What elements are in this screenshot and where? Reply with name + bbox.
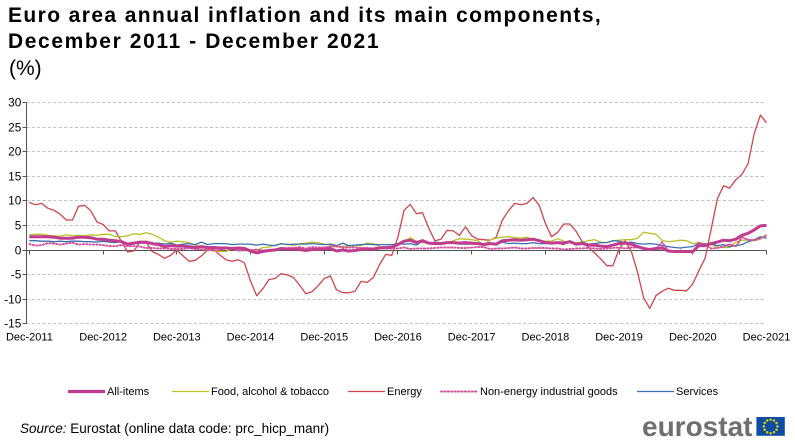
svg-text:0: 0: [15, 244, 22, 258]
svg-text:Dec-2012: Dec-2012: [79, 332, 127, 344]
svg-text:Services: Services: [676, 386, 719, 398]
svg-text:Dec-2014: Dec-2014: [227, 332, 275, 344]
svg-text:Food, alcohol & tobacco: Food, alcohol & tobacco: [211, 386, 329, 398]
svg-text:-5: -5: [11, 268, 22, 282]
svg-text:Dec-2020: Dec-2020: [669, 332, 717, 344]
svg-text:Dec-2018: Dec-2018: [522, 332, 570, 344]
svg-text:20: 20: [8, 145, 22, 159]
svg-text:Dec-2011: Dec-2011: [6, 332, 53, 344]
svg-text:25: 25: [8, 121, 22, 135]
svg-text:Dec-2019: Dec-2019: [595, 332, 643, 344]
svg-text:Dec-2017: Dec-2017: [448, 332, 496, 344]
svg-text:30: 30: [8, 96, 22, 110]
svg-text:Energy: Energy: [387, 386, 422, 398]
svg-text:Dec-2013: Dec-2013: [153, 332, 201, 344]
svg-text:15: 15: [8, 170, 22, 184]
svg-text:Non-energy industrial goods: Non-energy industrial goods: [480, 386, 618, 398]
svg-text:10: 10: [8, 194, 22, 208]
svg-text:Dec-2015: Dec-2015: [300, 332, 348, 344]
svg-text:-15: -15: [4, 317, 21, 331]
svg-text:-10: -10: [4, 293, 21, 307]
svg-text:5: 5: [15, 219, 22, 233]
svg-text:Dec-2021: Dec-2021: [743, 332, 791, 344]
svg-text:All-items: All-items: [107, 386, 150, 398]
svg-text:Dec-2016: Dec-2016: [374, 332, 422, 344]
